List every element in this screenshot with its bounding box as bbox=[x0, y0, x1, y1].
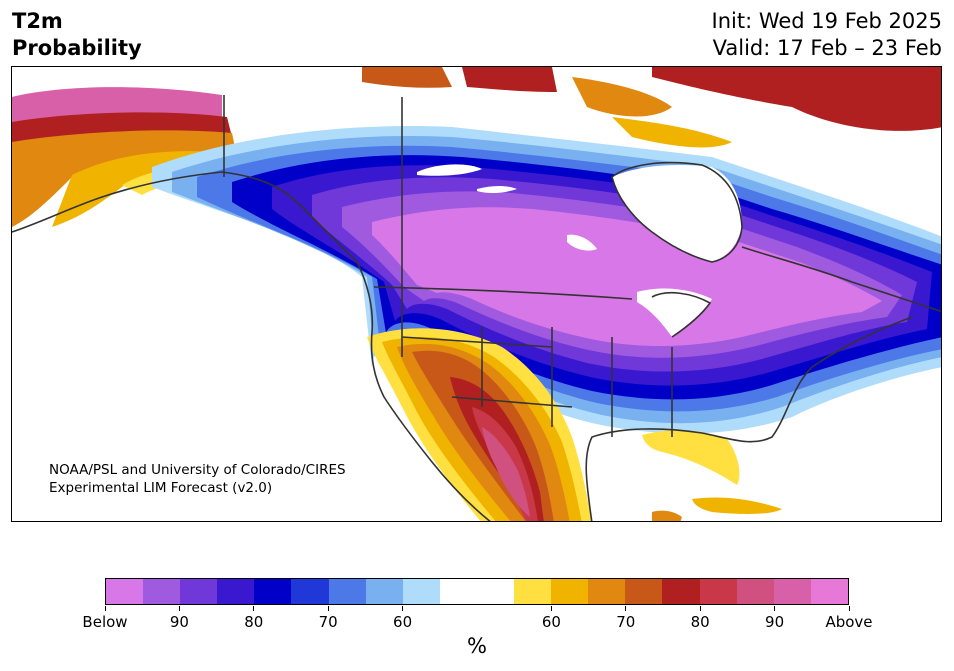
colorbar-tick bbox=[848, 606, 850, 611]
cold-anomaly-region bbox=[152, 126, 941, 434]
date-info: Init: Wed 19 Feb 2025 Valid: 17 Feb – 23… bbox=[712, 8, 942, 62]
colorbar-segment bbox=[365, 579, 403, 604]
colorbar-segment bbox=[439, 579, 477, 604]
colorbar-tick-label: 70 bbox=[318, 613, 338, 631]
colorbar-segment bbox=[810, 579, 848, 604]
colorbar-segment bbox=[699, 579, 737, 604]
colorbar-tick-label: 70 bbox=[616, 613, 636, 631]
colorbar-segment bbox=[476, 579, 515, 604]
colorbar-segment bbox=[402, 579, 440, 604]
map-title: T2m Probability bbox=[12, 8, 142, 62]
forecast-map bbox=[11, 66, 942, 522]
southwest-warm-region bbox=[367, 328, 592, 521]
credit-line-1: NOAA/PSL and University of Colorado/CIRE… bbox=[49, 462, 346, 478]
map-canvas bbox=[12, 67, 941, 521]
southeast-warm-region bbox=[642, 430, 782, 521]
colorbar-segment bbox=[662, 579, 700, 604]
title-line-1: T2m bbox=[12, 9, 63, 33]
colorbar-tick-label: 90 bbox=[169, 613, 189, 631]
colorbar-segment bbox=[625, 579, 663, 604]
colorbar-segment bbox=[143, 579, 181, 604]
colorbar-tick bbox=[178, 606, 180, 611]
lakes-and-neutral bbox=[417, 164, 742, 337]
colorbar-tick bbox=[550, 606, 552, 611]
colorbar-segment bbox=[254, 579, 292, 604]
title-line-2: Probability bbox=[12, 36, 142, 60]
init-date: Init: Wed 19 Feb 2025 bbox=[711, 9, 942, 33]
map-credit: NOAA/PSL and University of Colorado/CIRE… bbox=[49, 461, 346, 497]
greenland-warm-region bbox=[362, 67, 941, 148]
colorbar-tick bbox=[253, 606, 255, 611]
colorbar-tick bbox=[402, 606, 404, 611]
colorbar-segment bbox=[736, 579, 774, 604]
colorbar-tick-label: Below bbox=[82, 613, 128, 631]
credit-line-2: Experimental LIM Forecast (v2.0) bbox=[49, 480, 273, 496]
colorbar-segment bbox=[773, 579, 811, 604]
colorbar-segment bbox=[106, 579, 144, 604]
colorbar-tick bbox=[699, 606, 701, 611]
colorbar-tick-label: 60 bbox=[393, 613, 413, 631]
colorbar-segment bbox=[291, 579, 329, 604]
coastlines-and-borders bbox=[12, 95, 941, 521]
colorbar-tick-label: Above bbox=[825, 613, 873, 631]
colorbar-segment bbox=[551, 579, 589, 604]
colorbar-tick-label: 60 bbox=[541, 613, 561, 631]
colorbar-tick bbox=[774, 606, 776, 611]
colorbar-segment bbox=[217, 579, 255, 604]
colorbar-tick bbox=[104, 606, 106, 611]
colorbar-unit: % bbox=[467, 634, 487, 658]
colorbar-tick bbox=[625, 606, 627, 611]
colorbar-segment bbox=[180, 579, 218, 604]
colorbar-segment bbox=[514, 579, 552, 604]
colorbar-tick bbox=[327, 606, 329, 611]
colorbar-tick-label: 80 bbox=[690, 613, 710, 631]
colorbar bbox=[105, 578, 849, 605]
colorbar-segment bbox=[328, 579, 366, 604]
colorbar-tick-label: 90 bbox=[765, 613, 785, 631]
colorbar-tick-label: 80 bbox=[244, 613, 264, 631]
colorbar-segment bbox=[588, 579, 626, 604]
valid-range: Valid: 17 Feb – 23 Feb bbox=[712, 36, 942, 60]
